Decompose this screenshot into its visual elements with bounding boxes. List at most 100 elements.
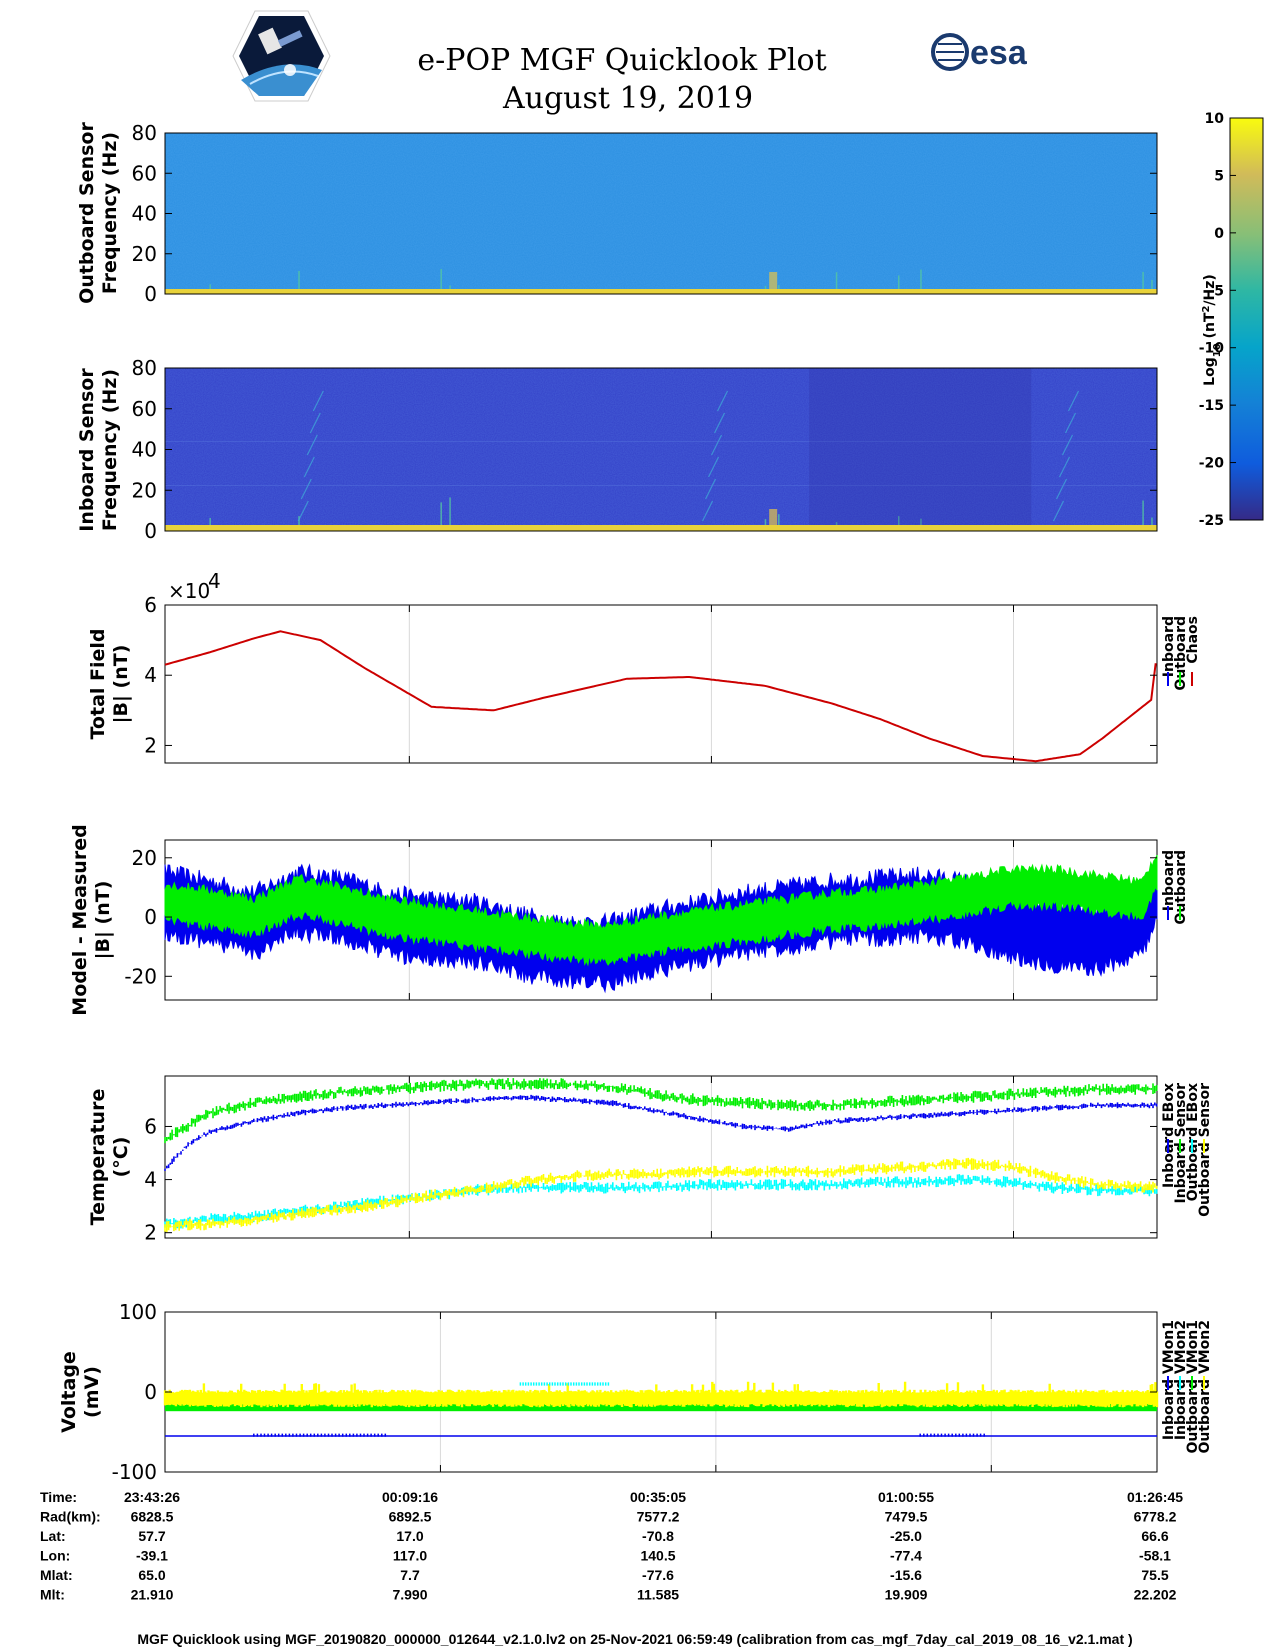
spectrogram-harmonic <box>303 456 315 478</box>
spectrogram-burst <box>835 272 838 294</box>
spectrogram-harmonic <box>1061 434 1074 456</box>
spectrogram-harmonic <box>702 500 714 522</box>
ephemeris-value: 01:26:45 <box>1127 1489 1183 1505</box>
total-field-panel: 6 4 2 ×10 4 Total Field |B| (nT) InboardOu… <box>87 569 1201 764</box>
colorbar-gradient <box>1229 117 1264 521</box>
colorbar-tick-label: -5 <box>1208 283 1224 299</box>
spectrogram-harmonic <box>705 478 717 500</box>
ephemeris-value: -70.8 <box>642 1528 674 1544</box>
colorbar-label: Log10 (nT2/Hz) <box>1201 274 1223 386</box>
total-field-multiplier-exponent: 4 <box>208 569 221 593</box>
ephemeris-value: -77.6 <box>642 1567 674 1583</box>
ytick-label: 6 <box>144 593 157 617</box>
ephemeris-value: 75.5 <box>1141 1567 1168 1583</box>
spectrogram-harmonic <box>717 390 729 412</box>
ephemeris-row-label: Time: <box>40 1489 77 1505</box>
spectrogram-burst <box>449 497 451 531</box>
ephemeris-value: 19.909 <box>885 1587 928 1603</box>
ephemeris-value: 140.5 <box>640 1548 675 1564</box>
colorbar: 10 5 0 -5 -10 -15 -20 -25 Log10 (nT2/Hz) <box>1199 111 1264 529</box>
spectrogram-burst <box>298 516 300 531</box>
spectrogram-ytick-label: 60 <box>132 397 157 421</box>
legend-label: Inboard <box>1161 616 1177 677</box>
legend-label: Chaos <box>1185 616 1201 664</box>
inboard-spectrogram-features <box>165 368 1157 531</box>
spectrogram-burst-strong <box>769 272 778 294</box>
ephemeris-value: -77.4 <box>890 1548 922 1564</box>
ephemeris-value: 65.0 <box>138 1567 165 1583</box>
ytick-label: 20 <box>132 846 157 870</box>
ephemeris-row-label: Lon: <box>40 1548 70 1564</box>
ephemeris-value: 21.910 <box>131 1587 174 1603</box>
spectrogram-burst <box>298 270 300 294</box>
inboard-spectrogram-ylabel-1: Inboard Sensor <box>76 368 98 532</box>
outboard-spectrogram-noise <box>165 133 1157 294</box>
model-measured-ylabel-1: Model - Measured <box>69 824 91 1015</box>
ephemeris-value: 7479.5 <box>885 1509 928 1525</box>
spectrogram-burst <box>920 269 922 294</box>
ephemeris-row-label: Mlat: <box>40 1567 73 1583</box>
ephemeris-value: 23:43:26 <box>124 1489 180 1505</box>
inboard-vmon2-trace <box>519 1382 610 1386</box>
inboard-vmon1-steps <box>253 1433 985 1437</box>
spectrogram-ytick-label: 0 <box>144 282 157 306</box>
spectrogram-harmonic <box>297 500 309 522</box>
plot-title: e-POP MGF Quicklook Plot <box>417 43 826 78</box>
spectrogram-harmonic <box>1058 456 1071 478</box>
ephemeris-value: 66.6 <box>1141 1528 1168 1544</box>
spectrogram-harmonic <box>1055 478 1068 500</box>
spectrogram-burst <box>440 502 442 531</box>
spectrogram-harmonic <box>1064 412 1077 434</box>
spectrogram-ytick-label: 20 <box>132 478 157 502</box>
ephemeris-value: 00:35:05 <box>630 1489 686 1505</box>
ytick-label: -100 <box>112 1460 157 1484</box>
voltage-ylabel-1: Voltage <box>58 1351 80 1433</box>
spectrogram-harmonic <box>1052 500 1065 522</box>
colorbar-tick-label: -10 <box>1199 341 1225 357</box>
outboard-residual-trace <box>164 854 1158 967</box>
voltage-ylabel-2: (mV) <box>81 1366 103 1418</box>
total-field-ylabel-2: |B| (nT) <box>110 645 132 724</box>
legend-label: Outboard <box>1173 850 1189 925</box>
spectrogram-ytick-label: 0 <box>144 519 157 543</box>
spectrogram-harmonic <box>1067 390 1080 412</box>
ephemeris-value: 6778.2 <box>1134 1509 1177 1525</box>
outboard-vmon1-trace <box>165 1403 1157 1412</box>
spectrogram-quiet-region <box>809 368 1032 531</box>
ephemeris-value: 11.585 <box>637 1587 679 1603</box>
spectrogram-ytick-label: 80 <box>132 121 157 145</box>
ytick-label: 4 <box>144 663 157 687</box>
colorbar-tick-label: -15 <box>1199 398 1224 414</box>
temperature-ylabel-1: Temperature <box>87 1089 109 1226</box>
spectrogram-harmonic <box>309 412 321 434</box>
spectrogram-harmonic <box>300 478 312 500</box>
footer-caption: MGF Quicklook using MGF_20190820_000000_… <box>137 1631 1132 1647</box>
outboard-spectrogram-panel: 80 60 40 20 0 Outboard Sensor Frequency (Hz) <box>76 121 1158 306</box>
spectrogram-harmonic <box>312 390 324 412</box>
total-field-ylabel-1: Total Field <box>87 628 109 739</box>
spectrogram-burst <box>1142 500 1144 531</box>
cassiope-logo <box>232 10 331 102</box>
legend-label: Outboard <box>1173 616 1189 691</box>
colorbar-tick-label: -25 <box>1199 513 1224 529</box>
spectrogram-harmonic <box>708 456 720 478</box>
temperature-ylabel-2: (°C) <box>110 1137 132 1178</box>
ephemeris-value: 00:09:16 <box>382 1489 438 1505</box>
ytick-label: 2 <box>144 733 157 757</box>
spectrogram-burst <box>209 517 211 531</box>
legend-label: Inboard <box>1161 850 1177 911</box>
spectrogram-harmonic <box>714 412 726 434</box>
colorbar-tick-label: 5 <box>1214 168 1224 184</box>
spectrogram-burst <box>1142 271 1144 294</box>
spectrogram-burst <box>920 518 922 531</box>
ephemeris-value: -58.1 <box>1139 1548 1171 1564</box>
esa-logo: esa <box>931 33 1028 72</box>
spectrogram-burst <box>440 268 442 294</box>
ephemeris-value: -25.0 <box>890 1528 922 1544</box>
ephemeris-value: -39.1 <box>136 1548 168 1564</box>
ephemeris-row-label: Mlt: <box>40 1587 65 1603</box>
temperature-trace-outboard-sensor <box>164 1157 1158 1233</box>
colorbar-tick-label: 10 <box>1205 111 1225 127</box>
temperature-panel: 642 Temperature (°C) Inboard EBoxInboard… <box>87 1075 1213 1245</box>
